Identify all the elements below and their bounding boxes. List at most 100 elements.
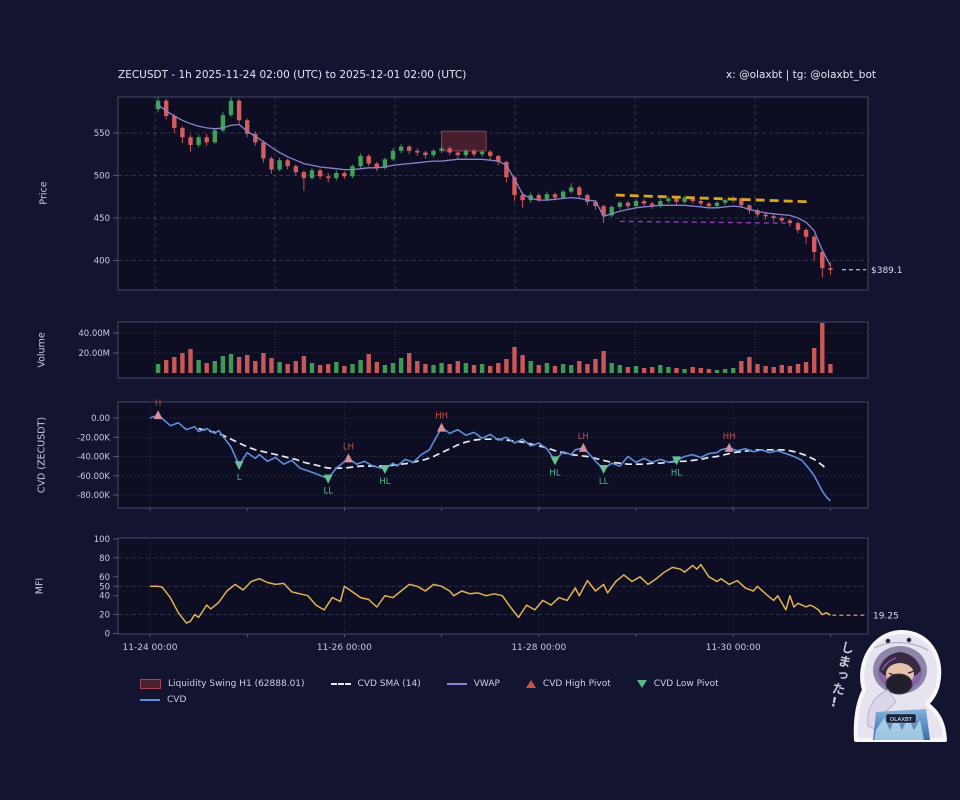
candle-body — [536, 195, 541, 200]
legend-row: CVD — [140, 693, 719, 707]
candle-body — [682, 197, 687, 202]
candle-body — [236, 100, 242, 121]
volume-bar — [212, 361, 217, 373]
volume-bar — [285, 364, 290, 373]
candle-body — [625, 202, 631, 207]
volume-bar — [488, 366, 493, 373]
candle-body — [350, 166, 355, 177]
volume-bar — [731, 368, 736, 373]
legend-item-cvd-high-pivot: CVD High Pivot — [525, 679, 611, 689]
cvd-high-pivot-marker — [153, 410, 163, 420]
closed-eye-right — [907, 670, 915, 674]
candle-body — [658, 201, 663, 207]
cvd-high-pivot-marker — [437, 422, 447, 432]
volume-bar — [309, 363, 315, 373]
y-tick-label: -60.00K — [77, 472, 110, 482]
volume-bar — [180, 353, 185, 373]
candle-body — [698, 201, 703, 204]
candle-body — [245, 120, 250, 134]
volume-bar — [220, 356, 226, 373]
candle-body — [617, 202, 622, 207]
y-tick-label: 400 — [94, 257, 110, 267]
candle-body — [601, 206, 606, 216]
candle-body — [423, 152, 428, 156]
legend-item-liquidity-swing: Liquidity Swing H1 (62888.01) — [140, 679, 305, 689]
volume-bar — [245, 355, 250, 373]
last-mfi-label: 19.25 — [873, 611, 899, 621]
volume-bar — [520, 355, 525, 373]
volume-bars — [155, 323, 833, 373]
candle-body — [577, 187, 582, 196]
volume-bar — [496, 363, 501, 373]
volume-bar — [828, 364, 833, 373]
candle-body — [188, 137, 193, 145]
candle-body — [690, 197, 695, 201]
gloved-hand — [885, 673, 913, 695]
candle-body — [261, 142, 266, 159]
hood-seam — [873, 641, 929, 651]
hood-dot-right — [906, 637, 912, 643]
pivot-label: HH — [723, 432, 736, 442]
volume-bar — [536, 365, 541, 373]
volume-bar — [569, 365, 574, 373]
candle-body — [204, 137, 209, 143]
y-tick-label: 40.00M — [78, 329, 110, 339]
candle-body — [155, 100, 161, 110]
y-tick-label: 60 — [99, 573, 110, 583]
volume-bar — [820, 323, 825, 373]
candle-body — [293, 166, 298, 173]
volume-bar — [253, 361, 258, 373]
candle-body — [787, 220, 793, 224]
volume-bar — [601, 351, 606, 373]
candle-body — [382, 159, 388, 168]
y-tick-label: 40 — [99, 592, 110, 602]
x-tick-label: 11-30 00:00 — [706, 643, 761, 653]
volume-bar — [293, 361, 298, 373]
volume-bar — [407, 353, 412, 373]
volume-bar — [390, 363, 396, 373]
volume-bar — [471, 365, 477, 373]
y-tick-label: -20.00K — [77, 433, 110, 443]
candle-body — [479, 151, 485, 155]
legend-label: Liquidity Swing H1 (62888.01) — [168, 679, 305, 689]
volume-bar — [722, 369, 728, 373]
candle-body — [633, 201, 639, 207]
volume-bar — [366, 354, 371, 373]
cvd-low-pivot-marker — [234, 461, 244, 471]
price-panel-border — [117, 96, 869, 291]
volume-bar — [779, 365, 784, 373]
character-badge — [885, 713, 917, 724]
volume-bar — [415, 361, 420, 373]
candle-body — [326, 176, 331, 179]
y-tick-label: 50 — [99, 582, 110, 592]
candle-body — [828, 268, 833, 270]
volume-bar — [455, 361, 460, 373]
candle-body — [496, 155, 501, 162]
y-tick-label: 550 — [94, 129, 110, 139]
candle-body — [763, 214, 768, 217]
cvd-low-pivot-marker — [550, 456, 560, 466]
volume-bar — [317, 365, 323, 373]
legend-label: CVD — [167, 695, 187, 705]
crystal-pattern — [874, 716, 924, 740]
volume-bar — [374, 362, 379, 373]
candle-body — [528, 195, 533, 201]
volume-bar — [447, 364, 452, 373]
volume-bar — [682, 369, 687, 373]
volume-bar — [196, 360, 201, 373]
volume-bar — [423, 364, 428, 373]
volume-bar — [706, 369, 712, 373]
candle-body — [407, 146, 412, 151]
y-tick-label: 80 — [99, 554, 110, 564]
candle-body — [795, 223, 801, 230]
volume-bar — [382, 365, 388, 373]
candle-body — [285, 160, 290, 167]
volume-bar — [552, 366, 558, 373]
candle-body — [779, 218, 784, 221]
volume-bar — [204, 363, 209, 373]
cvd-sma-swatch — [330, 683, 351, 685]
y-tick-label: 0 — [105, 630, 110, 640]
candle-body — [358, 155, 363, 167]
candle-body — [317, 170, 323, 177]
